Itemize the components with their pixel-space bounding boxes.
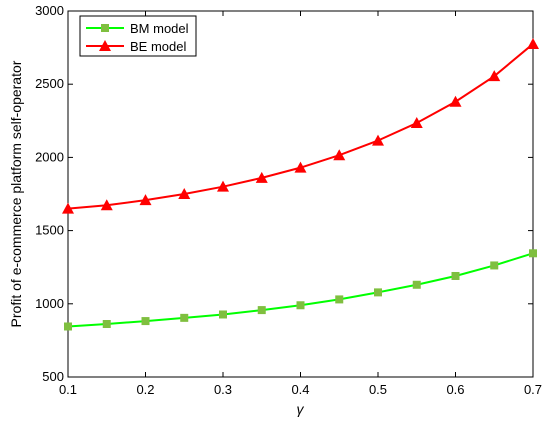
be-point: [217, 180, 229, 192]
bm-point: [141, 317, 150, 326]
be-point: [100, 199, 113, 211]
plot-area: [67, 10, 534, 378]
y-tick-label: 2500: [35, 76, 64, 91]
be-point: [488, 70, 501, 82]
y-axis-label: Profit of e-commerce platform self-opera…: [8, 60, 24, 327]
x-tick-label: 0.2: [136, 382, 154, 397]
bm-point: [490, 261, 499, 270]
bm-point: [335, 295, 344, 304]
be-point: [255, 171, 268, 183]
bm-point: [64, 322, 72, 331]
y-tick-label: 3000: [35, 3, 64, 18]
x-tick-label: 0.4: [291, 382, 309, 397]
bm-point: [180, 313, 189, 322]
legend-label-bm: BM model: [130, 21, 189, 36]
x-axis-label: γ: [297, 401, 305, 417]
x-tick-label: 0.3: [214, 382, 232, 397]
x-tick-label: 0.6: [446, 382, 464, 397]
legend-marker-be: [99, 40, 111, 51]
be-point: [527, 37, 539, 49]
legend: BM model BE model: [79, 15, 197, 57]
bm-point: [219, 310, 227, 319]
bm-point: [257, 306, 266, 315]
y-tick-label: 1000: [35, 296, 64, 311]
bm-point: [412, 280, 421, 289]
bm-point: [451, 271, 460, 280]
axis-ticks: 0.1 0.2 0.3 0.4 0.5 0.6 0.7 500 1000 1500 2000 2500…: [35, 3, 542, 397]
legend-marker-bm: [101, 24, 109, 32]
bm-point: [529, 249, 537, 258]
series-layer: [62, 37, 539, 331]
x-tick-label: 0.7: [524, 382, 542, 397]
bm-point: [374, 288, 382, 297]
y-tick-label: 2000: [35, 149, 64, 164]
y-tick-label: 1500: [35, 223, 64, 238]
legend-box: [79, 15, 197, 57]
be-point: [178, 188, 191, 199]
be-point: [139, 194, 152, 206]
be-point: [449, 95, 462, 107]
be-point: [333, 149, 346, 161]
bm-point: [102, 320, 111, 329]
x-tick-label: 0.5: [369, 382, 387, 397]
be-point: [62, 202, 74, 214]
bm-point: [296, 301, 305, 310]
be-point: [372, 134, 384, 146]
x-tick-label: 0.1: [59, 382, 77, 397]
legend-label-be: BE model: [130, 39, 186, 54]
be-point: [294, 161, 307, 173]
be-point: [410, 116, 423, 128]
y-tick-label: 500: [42, 369, 64, 384]
